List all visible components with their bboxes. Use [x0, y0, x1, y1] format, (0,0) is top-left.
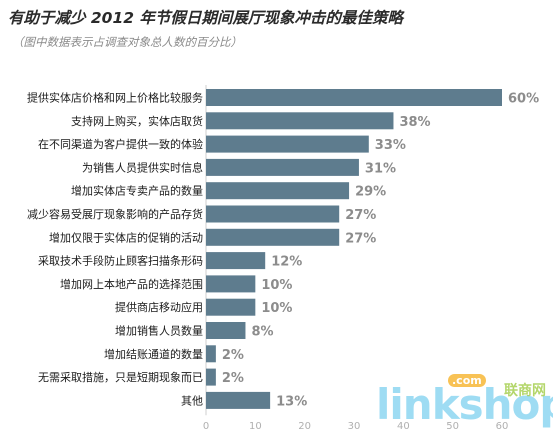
watermark-com-badge: .com [448, 374, 486, 387]
value-label: 31% [365, 161, 396, 176]
x-tick-label: 30 [348, 421, 361, 432]
value-label: 27% [345, 231, 376, 246]
value-label: 29% [355, 185, 386, 200]
category-label: 支持网上购买，实体店取货 [71, 114, 203, 128]
value-label: 38% [399, 115, 430, 130]
bar [206, 112, 394, 130]
linkshop-watermark-logo: linkshop .com 联商网 [376, 374, 553, 436]
value-label: 60% [508, 92, 539, 107]
bar [206, 205, 340, 223]
value-label: 27% [345, 208, 376, 223]
bar [206, 228, 340, 246]
value-label: 33% [375, 138, 406, 153]
value-label: 8% [251, 325, 273, 340]
x-tick-label: 40 [397, 421, 410, 432]
value-label: 12% [271, 255, 302, 270]
value-label: 10% [261, 278, 292, 293]
category-label: 增加结账通道的数量 [104, 347, 203, 361]
bar [206, 252, 266, 270]
value-label: 2% [222, 348, 244, 363]
category-label: 在不同渠道为客户提供一致的体验 [38, 137, 203, 151]
bar [206, 345, 216, 363]
bar [206, 135, 369, 153]
bar [206, 89, 502, 106]
category-label: 其他 [181, 394, 203, 407]
bar [206, 182, 350, 200]
category-label: 增加销售人员数量 [115, 324, 203, 338]
chart-subtitle: （图中数据表示占调查对象总人数的百分比） [12, 35, 242, 49]
category-label: 增加仅限于实体店的促销的活动 [49, 230, 203, 244]
watermark-cn-text: 联商网 [504, 383, 546, 399]
category-label: 无需采取措施，只是短期现象而已 [38, 370, 203, 384]
watermark-text: linkshop [376, 380, 553, 429]
category-label: 为销售人员提供实时信息 [82, 160, 203, 174]
value-label: 10% [261, 301, 292, 316]
category-label: 提供商店移动应用 [115, 300, 203, 314]
category-label: 提供实体店价格和网上价格比较服务 [27, 91, 203, 105]
bar [206, 322, 246, 339]
x-tick-label: 60 [496, 421, 509, 432]
category-label: 增加实体店专卖产品的数量 [71, 184, 203, 198]
value-label: 2% [222, 371, 244, 386]
bar [206, 391, 271, 409]
value-label: 13% [276, 394, 307, 409]
x-tick-label: 50 [446, 421, 459, 432]
x-tick-label: 0 [203, 421, 209, 432]
category-label: 减少容易受展厅现象影响的产品存货 [27, 207, 203, 221]
x-tick-label: 20 [298, 421, 311, 432]
x-tick-label: 10 [249, 421, 262, 432]
category-label: 增加网上本地产品的选择范围 [60, 277, 203, 291]
bar [206, 368, 216, 386]
chart-title: 有助于减少 2012 年节假日期间展厅现象冲击的最佳策略 [8, 9, 403, 27]
category-label: 采取技术手段防止顾客扫描条形码 [38, 254, 203, 268]
bar [206, 275, 256, 293]
bar [206, 158, 359, 176]
bar [206, 298, 256, 316]
